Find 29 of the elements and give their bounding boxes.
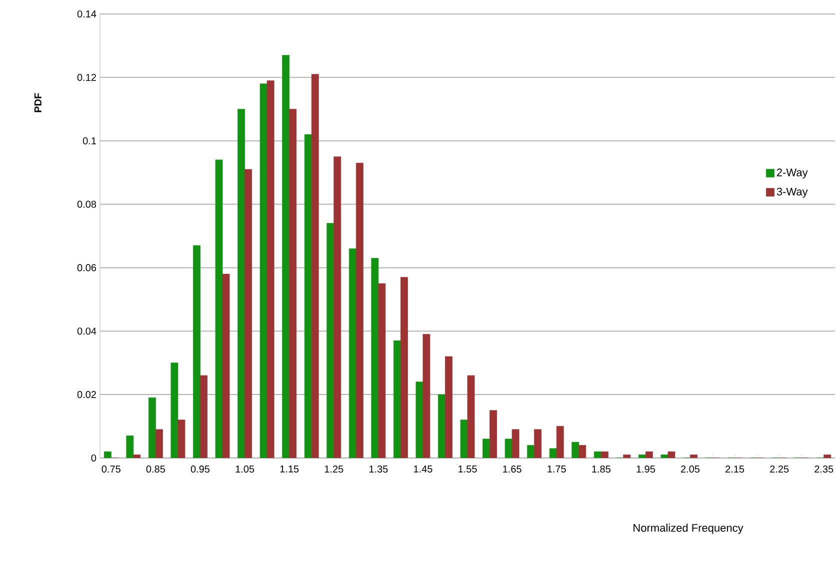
y-tick-label: 0.14 <box>77 10 96 18</box>
y-tick-label: 0.08 <box>77 200 96 208</box>
x-tick-label: 0.95 <box>190 466 210 473</box>
x-tick-label: 1.45 <box>414 466 432 472</box>
y-tick-label: 0 <box>91 454 96 462</box>
legend-label: 3-Way <box>776 188 808 198</box>
y-tick-label: 0.04 <box>77 328 96 335</box>
x-tick-label: 1.25 <box>324 466 344 473</box>
x-tick-label: 2.15 <box>726 466 744 473</box>
legend-label: 2-Way <box>776 168 808 178</box>
x-tick-label: 0.85 <box>146 466 165 473</box>
x-tick-label: 2.35 <box>814 466 834 473</box>
x-tick-label: 1.05 <box>236 466 254 473</box>
y-tick-label: 0.12 <box>77 74 96 81</box>
x-tick-label: 1.95 <box>636 466 655 473</box>
x-tick-label: 1.35 <box>369 466 388 473</box>
x-tick-label: 2.25 <box>770 466 789 473</box>
x-tick-label: 0.75 <box>102 466 120 473</box>
x-tick-label: 1.85 <box>592 466 610 473</box>
x-axis-title: Normalized Frequency <box>634 524 744 534</box>
x-tick-label: 1.55 <box>458 466 477 472</box>
y-tick-label: 0.02 <box>77 391 96 398</box>
x-tick-label: 1.75 <box>548 466 566 472</box>
y-axis-title: PDF <box>34 93 42 112</box>
x-tick-label: 1.65 <box>503 466 522 473</box>
x-tick-label: 1.15 <box>280 466 299 472</box>
y-tick-label: 0.1 <box>82 137 96 144</box>
x-tick-label: 2.05 <box>681 466 700 473</box>
y-tick-label: 0.06 <box>77 264 96 272</box>
